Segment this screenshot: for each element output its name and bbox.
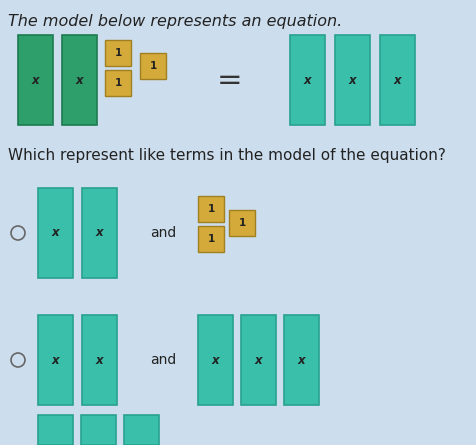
Text: x: x — [394, 73, 401, 86]
Text: x: x — [52, 353, 60, 367]
Text: x: x — [76, 73, 83, 86]
Text: x: x — [96, 227, 103, 239]
FancyBboxPatch shape — [198, 226, 224, 252]
FancyBboxPatch shape — [82, 188, 117, 278]
FancyBboxPatch shape — [82, 315, 117, 405]
Text: x: x — [349, 73, 357, 86]
FancyBboxPatch shape — [241, 315, 276, 405]
Text: The model below represents an equation.: The model below represents an equation. — [8, 14, 342, 29]
FancyBboxPatch shape — [105, 70, 131, 96]
Text: and: and — [150, 353, 176, 367]
FancyBboxPatch shape — [38, 415, 73, 445]
FancyBboxPatch shape — [290, 35, 325, 125]
FancyBboxPatch shape — [335, 35, 370, 125]
FancyBboxPatch shape — [18, 35, 53, 125]
Text: x: x — [52, 227, 60, 239]
FancyBboxPatch shape — [229, 210, 255, 236]
FancyBboxPatch shape — [380, 35, 415, 125]
FancyBboxPatch shape — [81, 415, 116, 445]
FancyBboxPatch shape — [62, 35, 97, 125]
Text: and: and — [150, 226, 176, 240]
FancyBboxPatch shape — [198, 196, 224, 222]
FancyBboxPatch shape — [38, 315, 73, 405]
Text: 1: 1 — [149, 61, 157, 71]
Text: =: = — [217, 65, 243, 94]
FancyBboxPatch shape — [105, 40, 131, 66]
Text: x: x — [212, 353, 219, 367]
Text: 1: 1 — [208, 234, 215, 244]
Text: 1: 1 — [238, 218, 246, 228]
FancyBboxPatch shape — [38, 188, 73, 278]
FancyBboxPatch shape — [284, 315, 319, 405]
Text: x: x — [255, 353, 262, 367]
FancyBboxPatch shape — [198, 315, 233, 405]
FancyBboxPatch shape — [140, 53, 166, 79]
Text: 1: 1 — [114, 48, 122, 58]
Text: x: x — [32, 73, 40, 86]
Text: x: x — [304, 73, 311, 86]
FancyBboxPatch shape — [124, 415, 159, 445]
Text: 1: 1 — [208, 204, 215, 214]
Text: Which represent like terms in the model of the equation?: Which represent like terms in the model … — [8, 148, 446, 163]
Text: 1: 1 — [114, 78, 122, 88]
Text: x: x — [298, 353, 305, 367]
Text: x: x — [96, 353, 103, 367]
